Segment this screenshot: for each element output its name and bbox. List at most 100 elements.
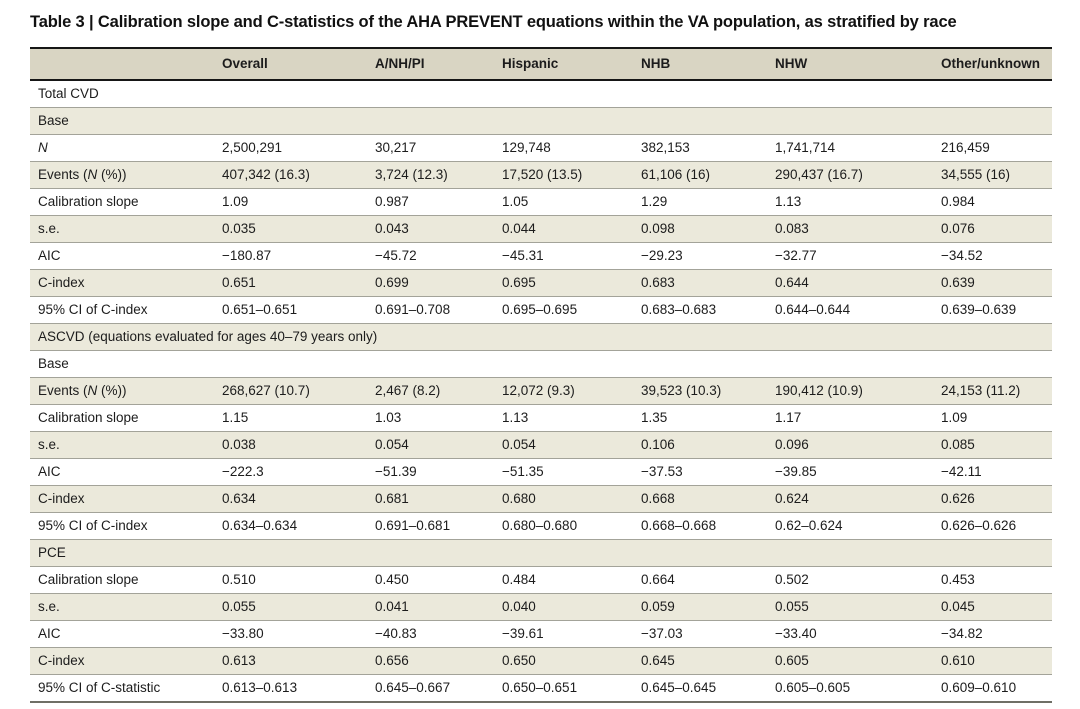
cell-value: 0.650–0.651: [502, 680, 578, 695]
label-italic-part: N: [87, 383, 98, 398]
row-label: Calibration slope: [30, 567, 214, 594]
section-row: Total CVD: [30, 80, 1052, 108]
column-header: Hispanic: [494, 47, 633, 81]
table-row: Events (N (%)) 268,627 (10.7) 2,467 (8.2) 1…: [30, 377, 1052, 405]
cell-value: 0.613–0.613: [222, 680, 298, 695]
table-row: Calibration slope 1.09 0.987 1.05 1.29 1.13 0.…: [30, 188, 1052, 216]
table-row: AIC −180.87 −45.72 −45.31 −29.23 −32.77 −34.52: [30, 242, 1052, 270]
column-header: NHW: [767, 47, 933, 81]
row-label: C-index: [30, 485, 214, 513]
cell-value: 0.085: [933, 431, 1052, 459]
table-row: s.e. 0.055 0.041 0.040 0.059 0.055 0.045: [30, 593, 1052, 621]
cell-value: 0.695–0.695: [502, 302, 578, 317]
cell-value: 0.626: [933, 485, 1052, 513]
label-part: Total CVD: [38, 86, 99, 101]
table-row: s.e. 0.035 0.043 0.044 0.098 0.083 0.076: [30, 215, 1052, 243]
label-part: 95% CI of C-index: [38, 302, 148, 317]
cell-value: 0.984: [941, 194, 975, 209]
cell-value: 0.076: [933, 215, 1052, 243]
cell-value: 190,412 (10.9): [767, 377, 933, 405]
label-part: Calibration slope: [38, 410, 139, 425]
cell-value: 0.040: [494, 593, 633, 621]
table-row: AIC −33.80 −40.83 −39.61 −37.03 −33.40 −34.82: [30, 620, 1052, 648]
cell-value: 1.15: [222, 410, 249, 425]
cell-value: 0.668: [633, 485, 767, 513]
label-part: (%)): [97, 167, 127, 182]
cell-value: −29.23: [641, 248, 683, 263]
cell-value: 0.043: [367, 215, 494, 243]
cell-value: 0.691–0.708: [375, 302, 451, 317]
row-label: 95% CI of C-index: [30, 513, 214, 540]
label-part: Events (: [38, 167, 88, 182]
section-label: Total CVD: [30, 80, 1052, 108]
label-part: AIC: [38, 464, 61, 479]
cell-value: 0.605–0.605: [775, 680, 851, 695]
cell-value: 0.644: [767, 269, 933, 297]
label-part: PCE: [38, 545, 66, 560]
row-label: 95% CI of C-statistic: [30, 675, 214, 703]
row-label: s.e.: [30, 431, 214, 459]
cell-value: 1.29: [641, 194, 668, 209]
table-row: C-index 0.634 0.681 0.680 0.668 0.624 0.626: [30, 485, 1052, 513]
row-label: 95% CI of C-index: [30, 297, 214, 324]
section-row: Base: [30, 107, 1052, 135]
cell-value: −32.77: [775, 248, 817, 263]
column-header: Other/unknown: [933, 47, 1052, 81]
section-row: ASCVD (equations evaluated for ages 40–7…: [30, 323, 1052, 351]
cell-value: −39.61: [502, 626, 544, 641]
cell-value: 0.609–0.610: [941, 680, 1017, 695]
cell-value: −37.53: [641, 464, 683, 479]
cell-value: −45.72: [375, 248, 417, 263]
cell-value: 0.038: [214, 431, 367, 459]
cell-value: 3,724 (12.3): [367, 161, 494, 189]
row-label-column-header: [30, 47, 214, 81]
table-row: 95% CI of C-index 0.651–0.651 0.691–0.708 0…: [30, 296, 1052, 324]
row-label: Events (N (%)): [30, 377, 214, 405]
section-label: Base: [30, 107, 1052, 135]
table-row: 95% CI of C-index 0.634–0.634 0.691–0.681 0…: [30, 512, 1052, 540]
section-label: ASCVD (equations evaluated for ages 40–7…: [30, 323, 1052, 351]
cell-value: 268,627 (10.7): [214, 377, 367, 405]
label-italic-part: N: [38, 140, 48, 155]
cell-value: −42.11: [941, 464, 982, 479]
cell-value: 12,072 (9.3): [494, 377, 633, 405]
cell-value: −45.31: [502, 248, 544, 263]
row-label: Calibration slope: [30, 405, 214, 432]
table-body: Total CVD Base N 2,500,291 30,217 129,748 382,…: [30, 80, 1052, 702]
cell-value: 34,555 (16): [933, 161, 1052, 189]
calibration-statistics-table: Overall A/NH/PI Hispanic NHB NHW Other/unknow…: [30, 47, 1052, 703]
cell-value: 0.045: [933, 593, 1052, 621]
cell-value: 1.09: [941, 410, 968, 425]
cell-value: −180.87: [222, 248, 272, 263]
label-part: 95% CI of C-index: [38, 518, 148, 533]
cell-value: 1.13: [502, 410, 529, 425]
cell-value: 0.695: [494, 269, 633, 297]
cell-value: 0.651–0.651: [222, 302, 298, 317]
cell-value: −34.52: [941, 248, 983, 263]
cell-value: 0.634: [214, 485, 367, 513]
table-row: 95% CI of C-statistic 0.613–0.613 0.645–0.…: [30, 674, 1052, 703]
label-part: AIC: [38, 248, 61, 263]
cell-value: 0.668–0.668: [641, 518, 717, 533]
cell-value: −40.83: [375, 626, 417, 641]
table-row: C-index 0.651 0.699 0.695 0.683 0.644 0.639: [30, 269, 1052, 297]
cell-value: 61,106 (16): [633, 161, 767, 189]
column-header: NHB: [633, 47, 767, 81]
cell-value: 0.605: [767, 647, 933, 675]
cell-value: 1.03: [375, 410, 402, 425]
cell-value: 0.634–0.634: [222, 518, 298, 533]
cell-value: 407,342 (16.3): [214, 161, 367, 189]
cell-value: 0.644–0.644: [775, 302, 851, 317]
cell-value: 0.484: [502, 572, 536, 587]
cell-value: 0.645–0.645: [641, 680, 717, 695]
label-part: s.e.: [38, 221, 60, 236]
header-row: Overall A/NH/PI Hispanic NHB NHW Other/unknow…: [30, 47, 1052, 81]
section-row: Base: [30, 350, 1052, 378]
cell-value: 0.106: [633, 431, 767, 459]
cell-value: 382,153: [641, 140, 690, 155]
cell-value: 0.691–0.681: [375, 518, 451, 533]
row-label: AIC: [30, 243, 214, 270]
row-label: Calibration slope: [30, 189, 214, 216]
cell-value: 0.054: [367, 431, 494, 459]
cell-value: 39,523 (10.3): [633, 377, 767, 405]
